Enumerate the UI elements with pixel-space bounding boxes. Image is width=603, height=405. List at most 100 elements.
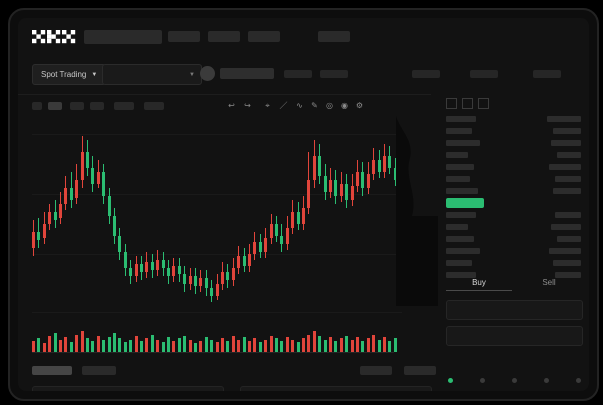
- orderbook-row[interactable]: [557, 152, 581, 158]
- orderbook-row[interactable]: [446, 188, 478, 194]
- candle: [253, 242, 257, 254]
- slider-step-1[interactable]: [480, 378, 485, 383]
- price-field[interactable]: [446, 300, 583, 320]
- volume-bar: [53, 333, 57, 352]
- interval-4[interactable]: [90, 102, 104, 110]
- interval-6[interactable]: [144, 102, 164, 110]
- eye-icon[interactable]: ◉: [341, 101, 348, 110]
- slider-step-0[interactable]: [448, 378, 453, 383]
- orderbook-row[interactable]: [446, 272, 476, 278]
- nav-item-3[interactable]: [248, 31, 280, 42]
- candle: [215, 284, 219, 296]
- candle: [269, 224, 273, 238]
- search-input[interactable]: [84, 30, 162, 44]
- okx-logo-icon[interactable]: [32, 30, 76, 44]
- brush-icon[interactable]: ✎: [311, 101, 318, 110]
- orderbook-row[interactable]: [446, 164, 474, 170]
- volume-bar: [123, 342, 127, 352]
- candle: [226, 272, 230, 280]
- volume-bar: [269, 335, 273, 352]
- orderbook-row[interactable]: [553, 128, 581, 134]
- cursor-icon[interactable]: ⌖: [265, 101, 270, 110]
- orderbook-row[interactable]: [446, 152, 468, 158]
- volume-bar: [361, 340, 365, 352]
- app-screen: Spot Trading ▼ ▼ ↩ ↪ ⌖ ／ ∿ ✎ ◎ ◉ ⚙: [18, 18, 589, 391]
- summary-card-2[interactable]: [240, 386, 432, 391]
- orderbook-row[interactable]: [446, 176, 470, 182]
- volume-bar: [215, 342, 219, 352]
- wave-icon[interactable]: ∿: [296, 101, 303, 110]
- volume-bar: [80, 330, 84, 352]
- orderbook-row[interactable]: [549, 164, 581, 170]
- interval-3[interactable]: [70, 102, 84, 110]
- orderbook-view-toggle[interactable]: [446, 98, 489, 109]
- orderbook-row[interactable]: [549, 248, 581, 254]
- orderbook-row[interactable]: [446, 128, 472, 134]
- trendline-icon[interactable]: ／: [279, 101, 288, 110]
- candle: [339, 184, 343, 196]
- interval-5[interactable]: [114, 102, 134, 110]
- tab-open-orders[interactable]: [32, 366, 72, 375]
- orderbook-asks-icon[interactable]: [478, 98, 489, 109]
- orderbook-both-icon[interactable]: [446, 98, 457, 109]
- candle: [350, 186, 354, 200]
- action-2[interactable]: [404, 366, 436, 375]
- orderbook-row[interactable]: [446, 212, 476, 218]
- tab-buy[interactable]: Buy: [472, 278, 486, 287]
- orderbook-row[interactable]: [557, 236, 581, 242]
- summary-card-1[interactable]: [32, 386, 224, 391]
- candle: [361, 172, 365, 188]
- nav-item-4[interactable]: [318, 31, 350, 42]
- volume-bar: [194, 343, 197, 352]
- orderbook-row[interactable]: [446, 224, 468, 230]
- orderbook-bids-icon[interactable]: [462, 98, 473, 109]
- tab-sell[interactable]: Sell: [542, 278, 556, 287]
- orderbook-row[interactable]: [446, 236, 474, 242]
- orderbook-row[interactable]: [555, 272, 581, 278]
- amount-field[interactable]: [446, 326, 583, 346]
- volume-bar: [129, 339, 133, 352]
- nav-item-1[interactable]: [168, 31, 200, 42]
- volume-bar: [145, 338, 149, 352]
- volume-bar: [366, 338, 370, 352]
- action-1[interactable]: [360, 366, 392, 375]
- volume-bar: [275, 338, 278, 352]
- candle: [372, 160, 376, 174]
- slider-step-2[interactable]: [512, 378, 517, 383]
- settings-icon[interactable]: ⚙: [355, 101, 364, 110]
- candle: [275, 224, 278, 236]
- spot-trading-label: Spot Trading: [41, 70, 87, 79]
- orderbook-row[interactable]: [555, 212, 581, 218]
- interval-1[interactable]: [32, 102, 42, 110]
- orderbook-row[interactable]: [446, 140, 480, 146]
- price-chart[interactable]: [18, 116, 431, 364]
- orderbook-row[interactable]: [547, 116, 581, 122]
- volume-bar: [118, 338, 122, 352]
- orderbook-row[interactable]: [553, 260, 581, 266]
- orderbook-row[interactable]: [446, 116, 476, 122]
- orderbook-row[interactable]: [551, 140, 581, 146]
- orderbook-row[interactable]: [446, 248, 480, 254]
- magnet-icon[interactable]: ◎: [326, 101, 333, 110]
- orderbook-row[interactable]: [446, 260, 472, 266]
- volume-bar: [334, 340, 338, 352]
- tab-order-history[interactable]: [82, 366, 116, 375]
- candle: [150, 262, 154, 270]
- candle: [140, 264, 143, 272]
- slider-step-4[interactable]: [576, 378, 581, 383]
- orderbook-row[interactable]: [553, 188, 581, 194]
- nav-item-2[interactable]: [208, 31, 240, 42]
- pair-select[interactable]: ▼: [102, 64, 202, 85]
- redo-icon[interactable]: ↪: [244, 101, 251, 110]
- undo-icon[interactable]: ↩: [228, 101, 235, 110]
- volume-bar: [242, 337, 246, 352]
- orderbook-row[interactable]: [551, 224, 581, 230]
- coin-avatar: [200, 66, 215, 81]
- orderbook-row[interactable]: [555, 176, 581, 182]
- orderbook-spread-row[interactable]: [446, 198, 484, 208]
- interval-2[interactable]: [48, 102, 62, 110]
- spot-trading-button[interactable]: Spot Trading ▼: [32, 64, 107, 85]
- candle: [242, 256, 246, 266]
- slider-step-3[interactable]: [544, 378, 549, 383]
- candle: [53, 212, 57, 220]
